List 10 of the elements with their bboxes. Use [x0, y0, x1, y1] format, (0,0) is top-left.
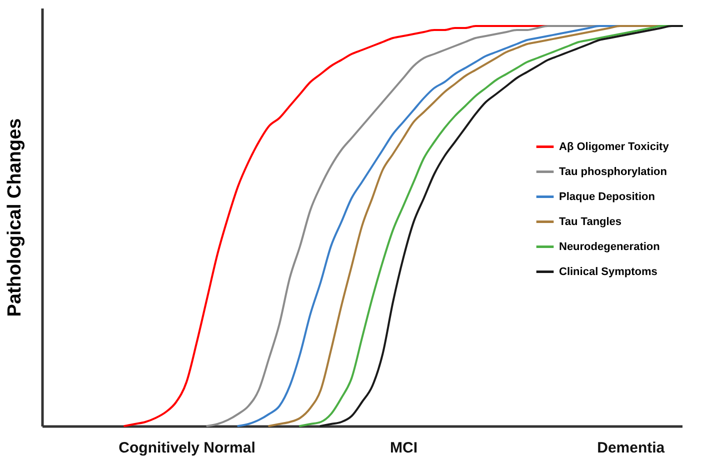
- legend-label: Aβ Oligomer Toxicity: [559, 140, 670, 153]
- legend-label: Clinical Symptoms: [559, 266, 658, 278]
- legend-label: Plaque Deposition: [559, 190, 656, 203]
- x-tick-label: Cognitively Normal: [118, 440, 256, 456]
- legend-label: Tau Tangles: [559, 216, 622, 228]
- legend-label: Tau phosphorylation: [559, 166, 668, 178]
- y-axis-title: Pathological Changes: [4, 118, 26, 317]
- legend-label: Neurodegeneration: [559, 240, 660, 253]
- x-tick-label: Dementia: [597, 440, 666, 456]
- x-tick-label: MCI: [390, 440, 418, 456]
